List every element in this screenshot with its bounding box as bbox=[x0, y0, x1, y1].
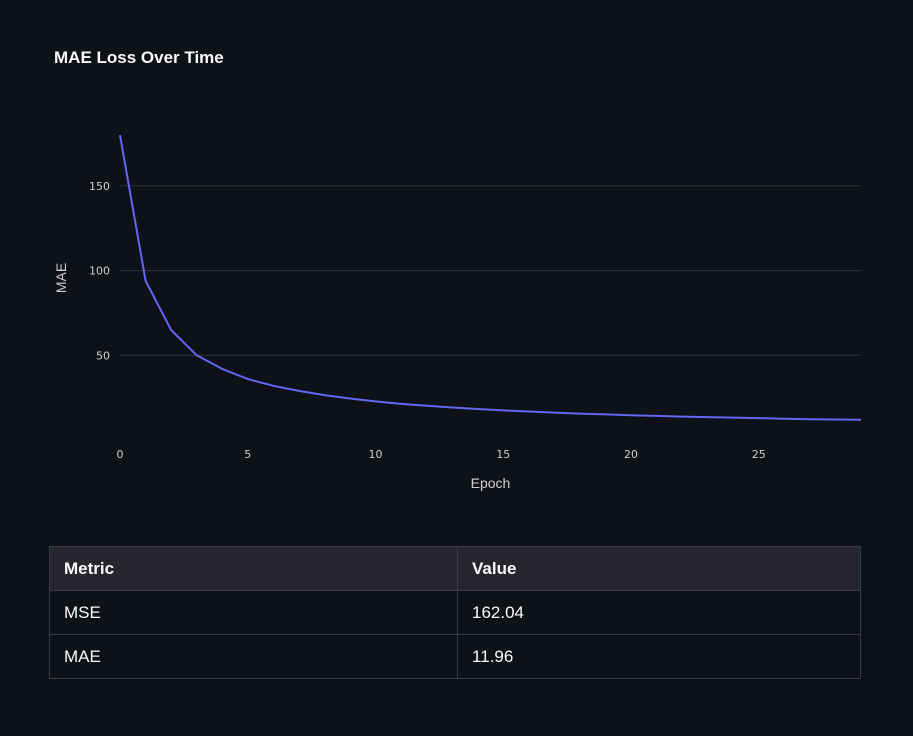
mae-line-chart: 50 100 150 0 5 10 15 20 25 Epoch MAE bbox=[53, 134, 862, 491]
x-tick-label: 5 bbox=[244, 448, 251, 461]
line-layer bbox=[119, 134, 862, 421]
chart-title: MAE Loss Over Time bbox=[54, 48, 224, 67]
metrics-table: Metric Value MSE 162.04 MAE 11.96 bbox=[49, 546, 861, 679]
table-cell-value: 162.04 bbox=[457, 590, 861, 635]
y-tick-label: 100 bbox=[89, 265, 110, 278]
table-cell-metric: MAE bbox=[49, 634, 458, 679]
table-cell-metric: MSE bbox=[49, 590, 458, 635]
table-header-row: Metric Value bbox=[49, 546, 861, 591]
y-tick-label: 50 bbox=[96, 349, 110, 362]
table-header-metric: Metric bbox=[49, 546, 458, 591]
x-tick-label: 25 bbox=[752, 448, 766, 461]
table-cell-value: 11.96 bbox=[457, 634, 861, 679]
y-tick-label: 150 bbox=[89, 180, 110, 193]
x-axis-label: Epoch bbox=[471, 475, 511, 491]
tick-layer: 50 100 150 0 5 10 15 20 25 bbox=[89, 180, 766, 461]
table-header-value: Value bbox=[457, 546, 861, 591]
y-axis-label: MAE bbox=[53, 263, 69, 293]
mae-series-line bbox=[119, 134, 862, 421]
x-tick-label: 0 bbox=[117, 448, 124, 461]
x-tick-label: 15 bbox=[496, 448, 510, 461]
x-tick-label: 10 bbox=[369, 448, 383, 461]
grid-layer bbox=[120, 185, 861, 356]
table-row: MSE 162.04 bbox=[49, 590, 861, 635]
x-tick-label: 20 bbox=[624, 448, 638, 461]
table-row: MAE 11.96 bbox=[49, 634, 861, 679]
